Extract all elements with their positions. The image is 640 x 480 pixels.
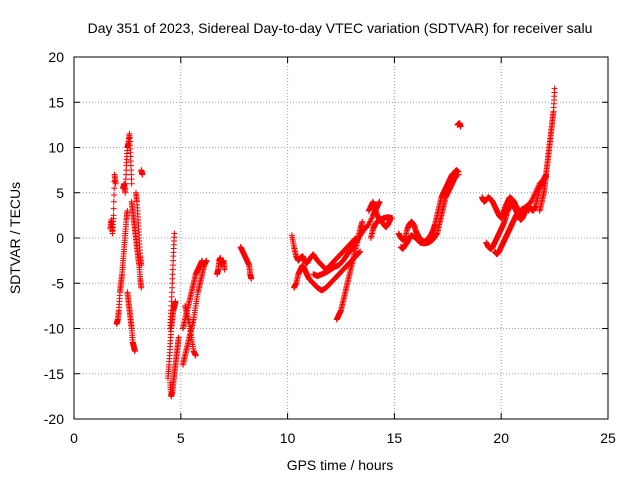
y-tick-label: -5 bbox=[52, 275, 65, 291]
data-point bbox=[551, 85, 558, 92]
data-point bbox=[139, 171, 146, 178]
data-point bbox=[138, 262, 145, 269]
data-point bbox=[433, 231, 440, 238]
data-point bbox=[455, 171, 462, 178]
data-point bbox=[199, 257, 206, 264]
x-tick-label: 15 bbox=[387, 430, 403, 446]
y-tick-label: -20 bbox=[44, 411, 64, 427]
data-point bbox=[389, 215, 396, 222]
y-axis-label: SDTVAR / TECUs bbox=[7, 182, 23, 294]
data-point bbox=[248, 275, 255, 282]
chart-title: Day 351 of 2023, Sidereal Day-to-day VTE… bbox=[88, 20, 593, 36]
data-point bbox=[171, 230, 178, 237]
grid bbox=[74, 57, 608, 419]
y-tick-label: 20 bbox=[48, 49, 64, 65]
data-point bbox=[112, 180, 119, 187]
data-point bbox=[457, 123, 464, 130]
data-point bbox=[110, 212, 117, 219]
data-point bbox=[359, 218, 366, 225]
y-tick-label: -15 bbox=[44, 366, 64, 382]
y-tick-label: -10 bbox=[44, 321, 64, 337]
y-tick-label: 15 bbox=[48, 94, 64, 110]
data-point bbox=[124, 207, 131, 214]
data-point bbox=[110, 198, 117, 205]
data-points bbox=[107, 85, 558, 400]
y-tick-label: 0 bbox=[56, 230, 64, 246]
data-point bbox=[138, 284, 145, 291]
data-point bbox=[175, 334, 182, 341]
x-tick-label: 5 bbox=[177, 430, 185, 446]
x-axis-label: GPS time / hours bbox=[287, 457, 394, 473]
data-point bbox=[110, 205, 117, 212]
x-tick-label: 0 bbox=[70, 430, 78, 446]
data-point bbox=[128, 180, 135, 187]
axis-ticks: 0 5 10 15 20 25 -20 -15 -10 -5 0 5 10 15 20 bbox=[44, 49, 616, 446]
data-point bbox=[131, 348, 138, 355]
data-point bbox=[192, 352, 199, 359]
data-point bbox=[111, 192, 118, 199]
x-tick-label: 25 bbox=[600, 430, 616, 446]
data-point bbox=[356, 249, 363, 256]
x-tick-label: 10 bbox=[280, 430, 296, 446]
data-point bbox=[357, 248, 364, 255]
data-point bbox=[376, 198, 383, 205]
data-point bbox=[111, 185, 118, 192]
x-tick-label: 20 bbox=[493, 430, 509, 446]
y-tick-label: 10 bbox=[48, 140, 64, 156]
y-tick-label: 5 bbox=[56, 185, 64, 201]
data-point bbox=[221, 266, 228, 273]
